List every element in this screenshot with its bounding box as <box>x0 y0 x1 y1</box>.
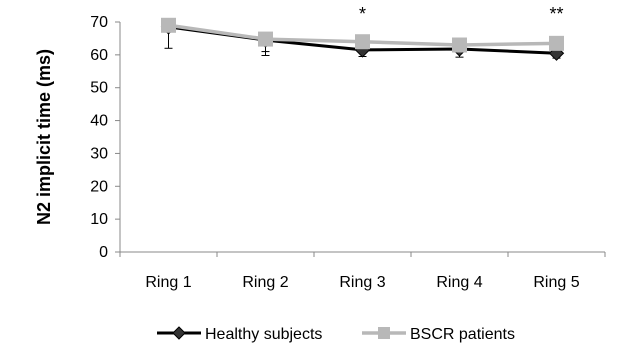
legend-label: Healthy subjects <box>205 326 322 343</box>
series-markers <box>160 17 565 61</box>
y-axis-label: N2 implicit time (ms) <box>34 49 54 225</box>
annotations: * ** <box>359 4 564 24</box>
y-tick-label: 70 <box>90 14 108 31</box>
legend-swatch-marker <box>172 326 186 340</box>
x-tick-label: Ring 4 <box>436 274 482 291</box>
y-tick-label: 0 <box>99 244 108 261</box>
x-tick-label: Ring 3 <box>339 274 385 291</box>
significance-marker: * <box>359 4 366 24</box>
data-point <box>161 17 176 33</box>
legend: Healthy subjects BSCR patients <box>157 326 515 343</box>
y-tick-label: 30 <box>90 145 108 162</box>
data-point <box>355 34 370 50</box>
y-ticks: 0 10 20 30 40 50 60 70 <box>90 14 120 261</box>
axes <box>119 22 605 253</box>
y-tick-label: 20 <box>90 178 108 195</box>
x-tick-label: Ring 2 <box>242 274 288 291</box>
y-tick-label: 10 <box>90 211 108 228</box>
x-tick-label: Ring 5 <box>533 274 579 291</box>
x-ticks: Ring 1 Ring 2 Ring 3 Ring 4 Ring 5 <box>119 252 606 291</box>
y-tick-label: 40 <box>90 113 108 130</box>
x-tick-label: Ring 1 <box>145 274 191 291</box>
data-point <box>452 37 467 53</box>
y-tick-label: 50 <box>90 80 108 97</box>
data-point <box>549 35 564 51</box>
y-tick-label: 60 <box>90 47 108 64</box>
significance-marker: ** <box>549 4 563 24</box>
data-point <box>258 31 273 47</box>
legend-swatch-marker <box>378 327 390 339</box>
legend-label: BSCR patients <box>410 326 515 343</box>
